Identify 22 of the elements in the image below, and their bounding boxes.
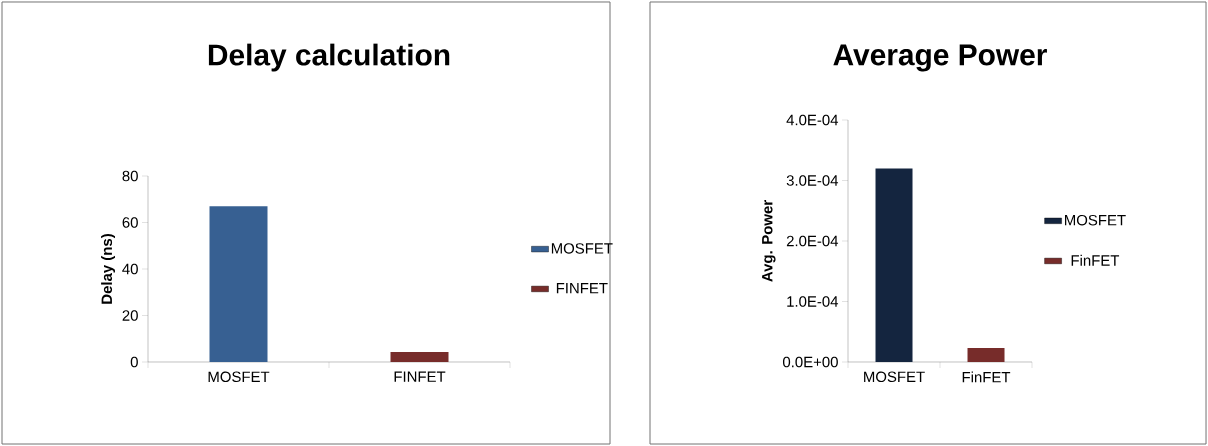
x-tick-label: MOSFET (208, 371, 270, 383)
x-tick-label: FinFET (962, 371, 1011, 383)
legend-label: FinFET (1071, 254, 1120, 266)
y-tick-label: 4.0E-04 (786, 114, 839, 126)
y-axis-title: Delay (ns) (101, 234, 116, 304)
y-tick-label: 3.0E-04 (786, 175, 839, 186)
y-tick-label: 40 (122, 263, 138, 275)
x-tick-label: FINFET (394, 371, 446, 382)
legend-label: MOSFET (1065, 214, 1126, 226)
y-tick-label: 0 (130, 356, 138, 368)
y-tick-label: 60 (122, 217, 138, 228)
chart-title: Average Power (833, 44, 1047, 72)
y-tick-label: 80 (122, 170, 138, 182)
y-tick-label: 0.0E+00 (782, 356, 838, 368)
y-tick-label: 20 (122, 310, 138, 321)
x-tick-label: MOSFET (864, 371, 925, 383)
y-tick-label: 1.0E-04 (787, 296, 839, 307)
chart-title: Delay calculation (208, 43, 450, 72)
legend-label: FINFET (556, 283, 608, 294)
y-axis-title: Avg. Power (762, 200, 776, 282)
y-tick-label: 2.0E-04 (786, 235, 839, 247)
legend-label: MOSFET (551, 243, 613, 254)
